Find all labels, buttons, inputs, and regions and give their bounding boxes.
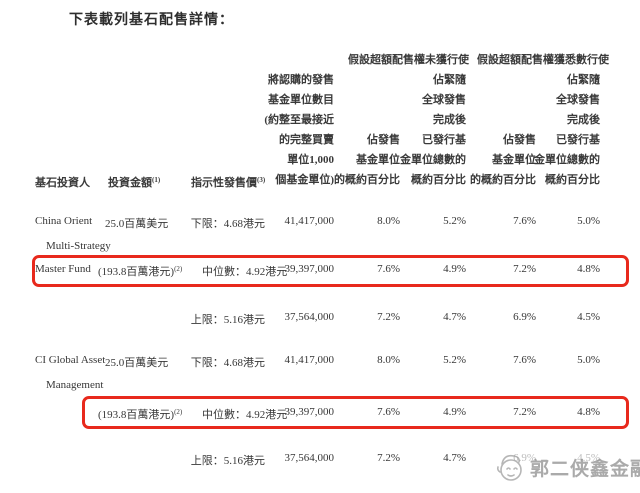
table-row: Multi-Strategy [0,240,640,256]
footnote-ref-2: (2) [174,408,183,416]
cell-units: 37,564,000 [284,311,335,323]
cell-pct-offer-no-oa: 7.6% [377,406,400,418]
cell-units: 39,397,000 [284,406,335,418]
header-pct-total-full-oa: 佔緊隨 全球發售 完成後 已發行基 金單位總數的 概約百分比 [534,74,600,186]
cell-amount: 25.0百萬美元 [105,218,169,230]
cell-amount: 25.0百萬美元 [105,357,169,369]
header-pct-offer-no-oa: 佔發售 基金單位 的概約百分比 [334,134,400,186]
footnote-ref-2: (2) [174,265,183,273]
cell-pct-offer-no-oa: 8.0% [377,354,400,366]
header-pct-offer-full-oa: 佔發售 基金單位 的概約百分比 [470,134,536,186]
header-units-column: 將認購的發售 基金單位數目 (約整至最接近 的完整買賣 單位1,000 個基金單… [264,74,334,186]
cell-price: 上限：5.16港元 [190,314,265,326]
cell-amount: (193.8百萬港元)(2) [98,408,183,421]
cell-amount: (193.8百萬港元)(2) [98,265,183,278]
cell-investor: Management [46,379,104,391]
cell-pct-offer-no-oa: 8.0% [377,215,400,227]
table-row-highlighted: Master Fund (193.8百萬港元)(2) 中位數：4.92港元 39… [0,263,640,279]
cell-units: 37,564,000 [284,452,335,464]
cell-price: 下限：4.68港元 [190,218,265,230]
cell-pct-total-no-oa: 5.2% [443,215,466,227]
cell-units: 41,417,000 [284,215,335,227]
cell-pct-total-full-oa: 5.0% [577,354,600,366]
cell-price: 上限：5.16港元 [190,455,265,467]
page-title: 下表載列基石配售詳情： [69,13,234,28]
cell-investor: China Orient [35,215,93,227]
highlight-box-master-fund [32,255,629,287]
cell-pct-total-full-oa: 4.8% [577,406,600,418]
cell-pct-offer-full-oa: 7.6% [513,215,536,227]
cell-pct-total-full-oa: 5.0% [577,215,600,227]
table-row-highlighted: (193.8百萬港元)(2) 中位數：4.92港元 39,397,000 7.6… [0,406,640,422]
cell-pct-offer-full-oa: 6.9% [513,311,536,323]
cell-price: 中位數：4.92港元 [202,266,288,278]
cell-price: 中位數：4.92港元 [202,409,288,421]
header-investor: 基石投資人 [35,177,90,189]
highlight-box-median-row [82,396,629,429]
watermark-text: 郭二侠鑫金融 [530,458,640,480]
header-amount: 投資金額(1) [108,176,161,189]
cell-investor: Multi-Strategy [46,240,111,252]
table-row: CI Global Asset 25.0百萬美元 下限：4.68港元 41,41… [0,354,640,370]
cell-units: 39,397,000 [284,263,335,275]
cell-pct-total-no-oa: 4.9% [443,263,466,275]
cell-pct-total-full-oa: 4.8% [577,263,600,275]
cell-investor: CI Global Asset [35,354,106,366]
cell-pct-offer-full-oa: 7.6% [513,354,536,366]
cell-pct-total-no-oa: 4.7% [443,452,466,464]
header-group-full-overallotment: 假設超額配售權獲悉數行使 [477,54,609,66]
footnote-ref-1: (1) [152,176,161,184]
table-row: 上限：5.16港元 37,564,000 7.2% 4.7% 6.9% 4.5% [0,311,640,327]
watermark: 郭二侠鑫金融 [494,446,640,488]
header-group-no-overallotment: 假設超額配售權未獲行使 [348,54,469,66]
footnote-ref-3: (3) [257,176,266,184]
cell-pct-total-no-oa: 4.7% [443,311,466,323]
cell-pct-offer-full-oa: 7.2% [513,406,536,418]
table-row: Management [0,379,640,395]
cell-pct-total-full-oa: 4.5% [577,311,600,323]
cell-pct-offer-no-oa: 7.6% [377,263,400,275]
cell-pct-total-no-oa: 4.9% [443,406,466,418]
cell-investor: Master Fund [35,263,91,275]
cell-pct-total-no-oa: 5.2% [443,354,466,366]
mascot-logo-icon [496,454,522,481]
table-row: China Orient 25.0百萬美元 下限：4.68港元 41,417,0… [0,215,640,231]
cell-units: 41,417,000 [284,354,335,366]
header-price: 指示性發售價(3) [191,176,266,189]
cell-pct-offer-full-oa: 7.2% [513,263,536,275]
cell-pct-offer-no-oa: 7.2% [377,311,400,323]
cell-price: 下限：4.68港元 [190,357,265,369]
header-pct-total-no-oa: 佔緊隨 全球發售 完成後 已發行基 金單位總數的 概約百分比 [400,74,466,186]
cell-pct-offer-no-oa: 7.2% [377,452,400,464]
